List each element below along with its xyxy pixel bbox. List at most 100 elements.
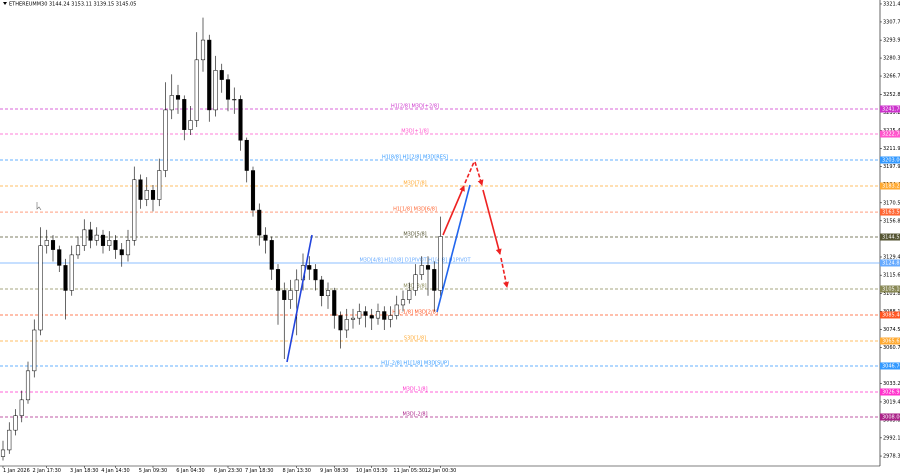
x-tick-label: 1 Jan 2026 (3, 468, 30, 474)
candle-body (13, 415, 18, 431)
y-tick-label: 3115.60 (883, 273, 900, 279)
chart-title: ETHEREUMM30 3144.24 3153.11 3139.15 3145… (9, 2, 136, 8)
level-price-box (880, 105, 900, 113)
candle-body (313, 269, 318, 281)
title-icon (3, 2, 7, 5)
candle-body (38, 245, 43, 331)
candle-body (388, 315, 393, 320)
level-label: M3D[-1/8] (402, 387, 427, 393)
candle-body (125, 240, 131, 256)
candle-body (107, 240, 112, 246)
candle-body (50, 240, 56, 250)
candle-body (250, 170, 256, 211)
candle-body (257, 209, 262, 236)
x-tick-label: 6 Jan 04:30 (176, 468, 204, 474)
level-price-box (880, 413, 900, 421)
candle-body (138, 179, 143, 200)
candle-body (57, 249, 62, 266)
x-tick-label: 8 Jan 13:30 (283, 468, 311, 474)
candle-body (400, 299, 406, 306)
candle-body (69, 254, 74, 291)
drawings (36, 161, 509, 363)
trend-line (436, 184, 471, 313)
y-tick-label: 3060.75 (883, 345, 900, 351)
y-tick-label: 3239.20 (883, 110, 900, 116)
candle-body (132, 179, 137, 241)
y-tick-label: 3156.85 (883, 218, 900, 224)
y-tick-label: 3293.95 (883, 38, 900, 44)
candle-body (150, 190, 156, 200)
x-tick-label: 3 Jan 18:30 (70, 468, 98, 474)
level-label: H1[2/8] M3D[+2/8] (391, 103, 439, 109)
y-tick-label: 3211.90 (883, 146, 900, 152)
level-label: H1[-1/8] M3D[2/8] (392, 309, 438, 315)
y-tick-label: 3101.85 (883, 291, 900, 297)
level-price-label: 3222.70 (882, 132, 900, 138)
candle-body (375, 311, 381, 319)
candle-body (325, 290, 331, 296)
candle-body (382, 311, 387, 320)
candle-body (0, 449, 6, 457)
level-label: H1[8/8] H1[2/8] M3D[RES] (382, 154, 448, 160)
y-tick-label: 2978.35 (883, 454, 900, 460)
candle-body (225, 79, 231, 100)
arrow (474, 161, 484, 186)
level-price-box (880, 311, 900, 319)
level-label: H1[-2/8] H1[1/8] M3D[SUP] (381, 360, 449, 366)
x-tick-label: 11 Jan 05:30 (393, 468, 425, 474)
candle-body (244, 139, 249, 171)
candle-body (350, 317, 356, 320)
level-price-box (880, 337, 900, 345)
trend-line (286, 234, 313, 363)
candle-body (157, 170, 162, 200)
candle-body (144, 190, 149, 200)
candle-body (407, 290, 412, 300)
y-tick-label: 3074.50 (883, 327, 900, 333)
candle-body (363, 311, 368, 316)
candle-body (63, 265, 68, 291)
arrow (482, 189, 502, 255)
level-price-label: 3065.65 (882, 338, 900, 344)
candle-body (263, 234, 268, 241)
x-tick-label: 7 Jan 18:30 (245, 468, 273, 474)
candle-body (94, 234, 99, 241)
level-price-label: 3008.00 (882, 414, 900, 420)
candle-body (88, 229, 93, 241)
level-price-label: 3163.50 (882, 210, 900, 216)
candle-body (219, 70, 224, 80)
level-label: S3D[1/8] (404, 335, 426, 341)
level-price-box (880, 233, 900, 241)
candle-body (438, 236, 443, 291)
candle-body (119, 249, 124, 256)
candle-body (432, 269, 437, 291)
level-label: M3D[7/8] (403, 181, 426, 187)
candle-body (188, 120, 193, 130)
x-tick-label: 12 Jan 00:30 (425, 468, 457, 474)
candle-body (232, 99, 237, 101)
y-tick-label: 3033.25 (883, 381, 900, 387)
candle-body (25, 370, 31, 401)
y-tick-label: 2992.15 (883, 435, 900, 441)
level-label: M3D[+1/8] (401, 129, 429, 135)
candle-body (207, 39, 212, 111)
candle-body (332, 290, 337, 316)
candle-body (100, 234, 106, 246)
level-price-box (880, 285, 900, 293)
level-price-box (880, 156, 900, 164)
arrow (500, 257, 509, 288)
candle-body (288, 290, 293, 300)
y-tick-label: 3280.35 (883, 56, 900, 62)
level-price-label: 3241.70 (882, 106, 900, 112)
level-price-label: 3144.55 (882, 235, 900, 241)
candle-body (319, 279, 324, 296)
candle-body (394, 304, 399, 316)
level-label: H1[1/8] M3D[6/8] (393, 207, 437, 213)
x-tick-label: 6 Jan 23:30 (214, 468, 242, 474)
candle-body (369, 315, 374, 319)
level-label: M3D[5/8] (403, 232, 426, 238)
candle-body (338, 315, 343, 331)
level-price-label: 3046.70 (882, 363, 900, 369)
x-tick-label: 4 Jan 14:30 (101, 468, 129, 474)
candle-body (169, 95, 174, 111)
candle-body (238, 99, 243, 141)
